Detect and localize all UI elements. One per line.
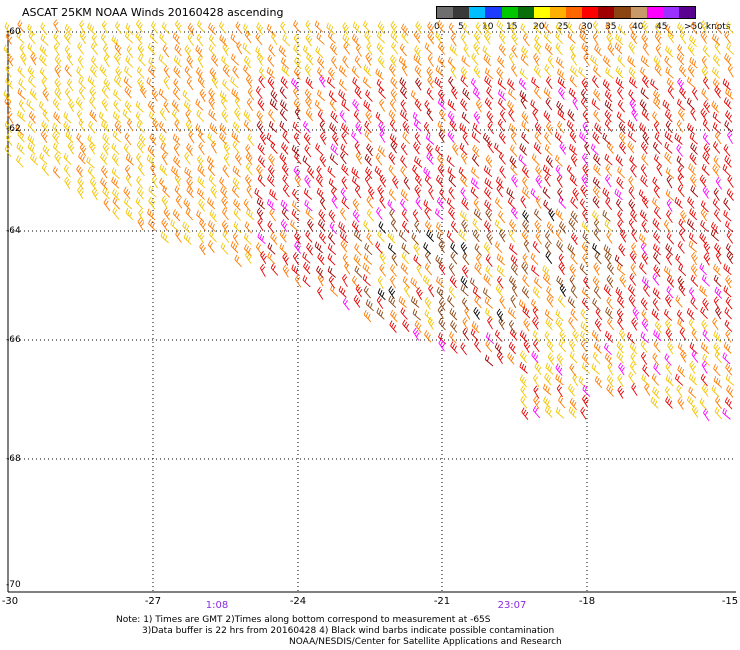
colorbar-segment <box>533 7 550 18</box>
cb-label-50: >50 knots <box>684 22 731 32</box>
cb-label-35: 35 <box>605 22 617 32</box>
colorbar-segment <box>678 7 695 18</box>
lat-label-62: -62 <box>6 124 21 134</box>
colorbar-segment <box>582 7 599 18</box>
cb-label-10: 10 <box>482 22 494 32</box>
lon-label-15: -15 <box>721 596 739 607</box>
lat-label-66: -66 <box>6 335 21 345</box>
cb-label-0: 0 <box>434 22 440 32</box>
colorbar-labels: 0 5 10 15 20 25 30 35 40 45 >50 knots <box>434 22 740 34</box>
time-label-right: 23:07 <box>497 600 527 611</box>
wind-barb-group <box>353 208 614 334</box>
wind-barb-group <box>377 208 601 322</box>
colorbar-segment <box>630 7 647 18</box>
wind-barb-group <box>254 75 734 420</box>
lon-label-27: -27 <box>144 596 162 607</box>
note-line-1: Note: 1) Times are GMT 2)Times along bot… <box>116 615 491 625</box>
colorbar-segment <box>549 7 566 18</box>
map-frame <box>7 30 736 593</box>
colorbar-segment <box>662 7 679 18</box>
cb-label-45: 45 <box>656 22 668 32</box>
colorbar-segment <box>437 7 454 18</box>
wind-barbs <box>3 19 735 422</box>
colorbar-segment <box>614 7 631 18</box>
cb-label-5: 5 <box>458 22 464 32</box>
colorbar-segment <box>485 7 502 18</box>
lat-label-70: -70 <box>6 580 21 590</box>
cb-label-20: 20 <box>533 22 545 32</box>
lon-label-24: -24 <box>289 596 307 607</box>
wind-barb-group <box>3 19 735 420</box>
colorbar-segment <box>469 7 486 18</box>
wind-barb-group <box>257 74 733 422</box>
cb-label-25: 25 <box>557 22 569 32</box>
wind-speed-colorbar <box>436 6 696 19</box>
colorbar-segment <box>453 7 470 18</box>
graticule <box>8 30 736 592</box>
colorbar-segment <box>598 7 615 18</box>
note-line-3: NOAA/NESDIS/Center for Satellite Applica… <box>289 637 562 647</box>
colorbar-segment <box>517 7 534 18</box>
lon-label-30: -30 <box>1 596 19 607</box>
time-label-left: 1:08 <box>205 600 229 611</box>
map-title: ASCAT 25KM NOAA Winds 20160428 ascending <box>22 6 284 19</box>
cb-label-40: 40 <box>632 22 644 32</box>
lon-label-21: -21 <box>433 596 451 607</box>
lat-label-60: -60 <box>6 27 21 37</box>
colorbar-segment <box>646 7 663 18</box>
lon-label-18: -18 <box>578 596 596 607</box>
colorbar-segment <box>501 7 518 18</box>
wind-barb-group <box>256 76 734 367</box>
wind-barb-group <box>4 19 734 411</box>
note-line-2: 3)Data buffer is 22 hrs from 20160428 4)… <box>142 626 555 636</box>
colorbar-segment <box>566 7 583 18</box>
cb-label-15: 15 <box>506 22 518 32</box>
lat-label-64: -64 <box>6 226 21 236</box>
lat-label-68: -68 <box>6 454 21 464</box>
cb-label-30: 30 <box>581 22 593 32</box>
